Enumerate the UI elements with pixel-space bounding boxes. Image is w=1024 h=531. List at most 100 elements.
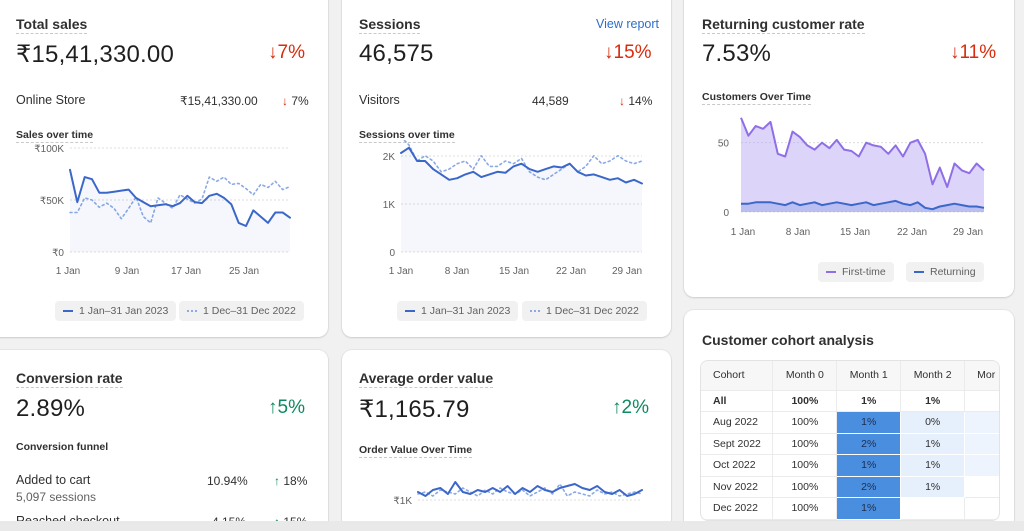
month0-cell: 100% (772, 476, 838, 498)
horizontal-scrollbar[interactable] (0, 521, 1024, 531)
conversion-delta: ↑5% (268, 397, 305, 418)
table-row: All 100% 1% 1% (701, 390, 999, 412)
aov-chart[interactable]: ₹1K (344, 460, 662, 520)
returning-card: Returning customer rate 7.53% ↓11% Custo… (684, 0, 1014, 297)
channel-value: ₹15,41,330.00 (180, 94, 258, 108)
month1-cell: 1% (836, 497, 902, 520)
funnel-title: Conversion funnel (16, 441, 109, 453)
legend-previous[interactable]: 1 Dec–31 Dec 2022 (522, 301, 647, 321)
series-line (69, 176, 291, 224)
y-tick-label: ₹1K (393, 496, 412, 507)
month2-cell: 1% (900, 454, 966, 477)
month0-cell: 100% (772, 497, 838, 520)
month3-cell (964, 454, 999, 477)
channel-label: Online Store (16, 93, 86, 107)
month3-cell (964, 390, 999, 412)
column-header: Month 1 (836, 361, 902, 391)
y-tick-label: 50 (718, 139, 730, 150)
month3-cell (964, 476, 999, 498)
dotted-line-icon (530, 310, 540, 312)
sessions-chart[interactable]: 2K 1K 0 1 Jan 8 Jan 15 Jan 22 Jan 29 Jan (344, 140, 662, 288)
card-title[interactable]: Returning customer rate (702, 16, 865, 34)
x-tick-label: 25 Jan (229, 266, 259, 277)
column-header: Cohort (701, 361, 774, 391)
series-line (741, 199, 985, 211)
column-header: Month 0 (772, 361, 838, 391)
cohort-cell: All (701, 390, 774, 412)
legend-current[interactable]: 1 Jan–31 Jan 2023 (397, 301, 519, 321)
card-title[interactable]: Total sales (16, 16, 88, 34)
table-row: Sept 2022 100% 2% 1% (701, 433, 999, 455)
x-tick-label: 22 Jan (897, 227, 927, 238)
table-row: Nov 2022 100% 2% 1% (701, 476, 999, 498)
month0-cell: 100% (772, 390, 838, 412)
x-tick-label: 1 Jan (389, 266, 413, 277)
solid-line-icon (63, 310, 73, 312)
arrow-up-icon: ↑ (274, 474, 284, 488)
month3-cell (964, 433, 999, 455)
cohort-cell: Oct 2022 (701, 454, 774, 477)
series-area (70, 169, 290, 252)
card-title[interactable]: Sessions (359, 16, 421, 34)
total-sales-card: Total sales ₹15,41,330.00 ↓7% Online Sto… (0, 0, 328, 337)
arrow-down-icon: ↓ (950, 42, 960, 63)
month3-cell (964, 497, 999, 520)
arrow-up-icon: ↑ (268, 397, 278, 418)
cohort-cell: Aug 2022 (701, 411, 774, 434)
month0-cell: 100% (772, 433, 838, 455)
solid-line-icon (826, 271, 836, 273)
legend-previous[interactable]: 1 Dec–31 Dec 2022 (179, 301, 304, 321)
series-line (400, 146, 643, 185)
card-title[interactable]: Average order value (359, 370, 494, 388)
view-report-link[interactable]: View report (596, 17, 659, 31)
month1-cell: 2% (836, 433, 902, 455)
month0-cell: 100% (772, 411, 838, 434)
aov-card: Average order value ₹1,165.79 ↑2% Order … (342, 350, 671, 531)
y-tick-label: 0 (389, 248, 395, 259)
legend-first-time[interactable]: First-time (818, 262, 894, 282)
solid-line-icon (405, 310, 415, 312)
sessions-value: 46,575 (359, 40, 434, 67)
arrow-down-icon: ↓ (619, 94, 629, 108)
channel-delta: ↓ 7% (282, 94, 309, 108)
month2-cell: 0% (900, 411, 966, 434)
sales-chart[interactable]: ₹100K ₹50K ₹0 1 Jan 9 Jan 17 Jan 25 Jan (0, 140, 320, 288)
x-tick-label: 22 Jan (556, 266, 586, 277)
card-title[interactable]: Conversion rate (16, 370, 123, 388)
y-tick-label: ₹0 (52, 248, 64, 259)
legend-returning[interactable]: Returning (906, 262, 984, 282)
chart-title[interactable]: Order Value Over Time (359, 444, 473, 458)
returning-chart[interactable]: 50 01 Jan 8 Jan 15 Jan 22 Jan 29 Jan (688, 108, 1010, 248)
funnel-step-label: Added to cart (16, 473, 91, 487)
card-title[interactable]: Customer cohort analysis (702, 332, 874, 348)
month2-cell: 1% (900, 390, 966, 412)
returning-delta: ↓11% (950, 42, 997, 63)
cohort-table: Cohort Month 0 Month 1 Month 2 Mor All 1… (700, 360, 1000, 521)
visitors-delta: ↓ 14% (619, 94, 653, 108)
month1-cell: 1% (836, 411, 902, 434)
series-line (417, 483, 643, 497)
x-tick-label: 9 Jan (115, 266, 139, 277)
chart-title[interactable]: Sessions over time (359, 129, 455, 143)
x-tick-label: 29 Jan (953, 227, 983, 238)
solid-line-icon (914, 271, 924, 273)
visitors-value: 44,589 (532, 94, 569, 108)
x-tick-label: 8 Jan (445, 266, 469, 277)
y-tick-label: ₹50K (40, 196, 64, 207)
sessions-card: Sessions View report 46,575 ↓15% Visitor… (342, 0, 671, 337)
x-tick-label: 15 Jan (499, 266, 529, 277)
x-tick-label: 1 Jan (731, 227, 755, 238)
funnel-step-sessions: 5,097 sessions (16, 490, 97, 504)
funnel-step-delta: ↑ 18% (274, 474, 308, 488)
x-tick-label: 17 Jan (171, 266, 201, 277)
cohort-cell: Sept 2022 (701, 433, 774, 455)
month1-cell: 1% (836, 390, 902, 412)
aov-delta: ↑2% (612, 397, 649, 418)
chart-title[interactable]: Customers Over Time (702, 91, 811, 105)
funnel-step-value: 10.94% (207, 474, 248, 488)
arrow-down-icon: ↓ (268, 42, 278, 63)
legend-current[interactable]: 1 Jan–31 Jan 2023 (55, 301, 177, 321)
month0-cell: 100% (772, 454, 838, 477)
series-line (417, 481, 643, 497)
chart-title[interactable]: Sales over time (16, 129, 94, 143)
